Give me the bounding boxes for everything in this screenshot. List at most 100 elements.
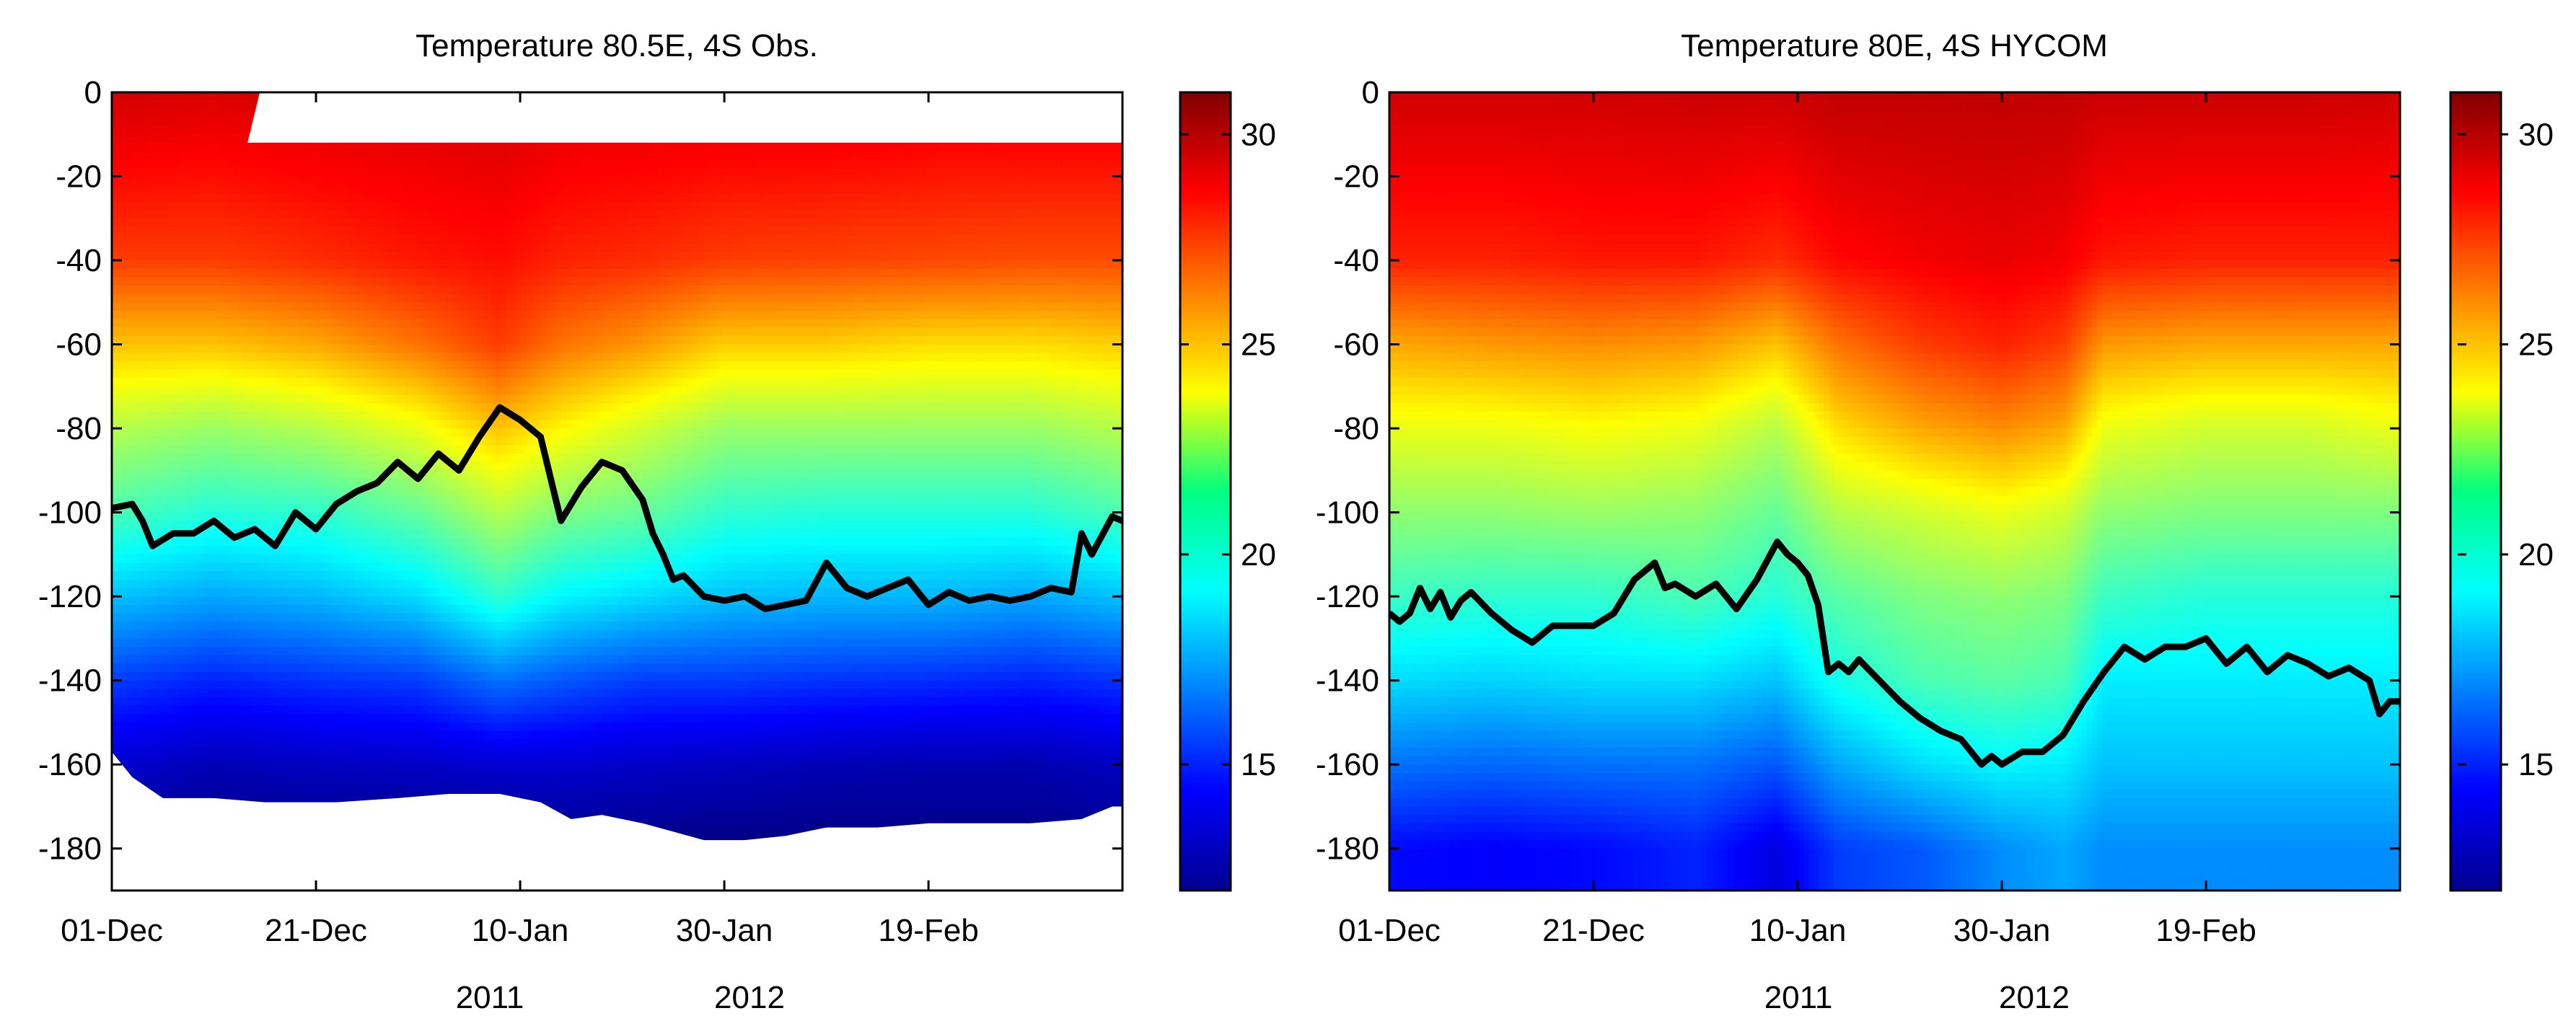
obs-field-cell [253, 730, 259, 740]
obs-field-cell [117, 697, 123, 707]
obs-field-cell [188, 655, 193, 664]
obs-field-cell [253, 722, 259, 732]
obs-field-cell [152, 739, 158, 748]
obs-field-cell [268, 235, 274, 244]
obs-field-cell [238, 680, 244, 689]
obs-field-cell [253, 629, 259, 640]
obs-field-cell [218, 394, 224, 404]
obs-field-cell [162, 655, 168, 664]
obs-field-cell [364, 353, 370, 362]
obs-field-cell [248, 386, 254, 396]
obs-field-cell [243, 277, 249, 286]
obs-field-cell [258, 226, 264, 236]
obs-field-cell [233, 689, 239, 698]
obs-field-cell [369, 252, 375, 261]
obs-field-cell [309, 386, 315, 396]
obs-field-cell [122, 689, 128, 698]
obs-field-cell [132, 243, 138, 252]
obs-field-cell [309, 142, 315, 152]
obs-field-cell [334, 243, 340, 252]
obs-field-cell [223, 327, 229, 337]
obs-field-cell [152, 420, 158, 429]
obs-field-cell [193, 151, 198, 160]
obs-field-cell [132, 454, 138, 463]
obs-field-cell [263, 479, 269, 488]
obs-field-cell [208, 537, 214, 547]
obs-field-cell [142, 512, 148, 521]
obs-field-cell [344, 193, 350, 203]
obs-field-cell [349, 705, 355, 715]
obs-field-cell [223, 790, 229, 799]
obs-field-cell [218, 772, 224, 782]
obs-field-cell [344, 167, 350, 177]
obs-field-cell [374, 277, 380, 286]
obs-field-cell [324, 537, 330, 547]
obs-field-cell [253, 756, 259, 765]
obs-field-cell [304, 747, 309, 757]
obs-field-cell [142, 739, 148, 748]
obs-field-cell [223, 92, 229, 102]
obs-field-cell [172, 571, 178, 580]
obs-field-cell [243, 756, 249, 765]
obs-field-cell [314, 176, 320, 185]
obs-field-cell [334, 588, 340, 597]
obs-field-cell [364, 697, 370, 707]
obs-field-cell [112, 428, 118, 438]
obs-field-cell [117, 428, 123, 438]
obs-field-cell [319, 730, 325, 740]
obs-field-cell [309, 411, 315, 421]
obs-field-cell [112, 588, 118, 597]
obs-field-cell [218, 461, 224, 471]
obs-field-cell [248, 487, 254, 496]
obs-field-cell [137, 479, 143, 488]
obs-field-cell [223, 680, 229, 689]
obs-field-cell [183, 327, 188, 337]
obs-field-cell [268, 647, 274, 656]
obs-field-cell [117, 210, 123, 219]
obs-field-cell [172, 109, 178, 118]
obs-field-cell [299, 310, 304, 320]
obs-field-cell [122, 100, 128, 110]
obs-field-cell [203, 252, 208, 261]
obs-field-cell [248, 479, 254, 488]
obs-field-cell [339, 604, 345, 614]
obs-field-cell [314, 226, 320, 236]
obs-field-cell [238, 739, 244, 748]
obs-field-cell [127, 445, 133, 454]
obs-field-cell [238, 151, 244, 160]
obs-field-cell [248, 302, 254, 311]
obs-field-cell [203, 436, 208, 446]
obs-field-cell [137, 260, 143, 270]
obs-field-cell [172, 260, 178, 270]
obs-field-cell [147, 663, 153, 673]
obs-field-cell [152, 571, 158, 580]
obs-field-cell [374, 302, 380, 311]
obs-field-cell [147, 655, 153, 664]
obs-field-cell [228, 663, 234, 673]
obs-field-cell [183, 394, 188, 404]
obs-field-cell [228, 302, 234, 311]
obs-field-cell [329, 210, 335, 219]
obs-field-cell [289, 310, 294, 320]
obs-field-cell [369, 319, 375, 328]
obs-field-cell [238, 277, 244, 286]
obs-field-cell [344, 629, 350, 640]
obs-field-cell [213, 680, 219, 689]
obs-field-cell [263, 185, 269, 194]
obs-field-cell [132, 571, 138, 580]
obs-field-cell [243, 461, 249, 471]
obs-field-cell [132, 167, 138, 177]
obs-field-cell [334, 445, 340, 454]
obs-field-cell [268, 420, 274, 429]
obs-field-cell [167, 730, 173, 740]
obs-field-cell [278, 436, 284, 446]
obs-field-cell [299, 747, 304, 757]
obs-field-cell [112, 361, 118, 371]
obs-field-cell [364, 193, 370, 203]
obs-field-cell [374, 386, 380, 396]
obs-field-cell [294, 335, 299, 345]
obs-field-cell [329, 470, 335, 480]
obs-field-cell [268, 554, 274, 564]
obs-field-cell [319, 193, 325, 203]
obs-field-cell [172, 193, 178, 203]
